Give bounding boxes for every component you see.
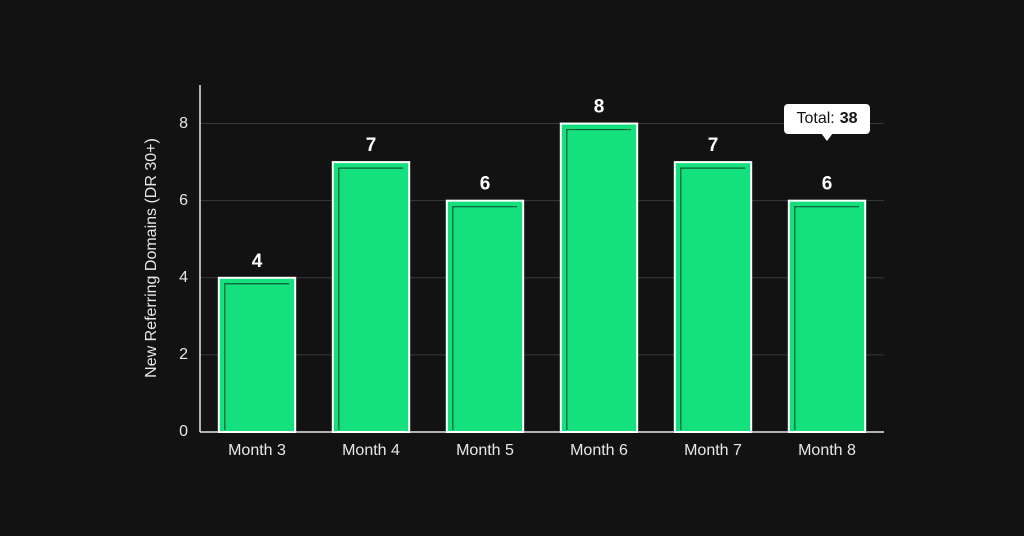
- bar-inner-edge: [224, 283, 290, 430]
- value-label: 8: [594, 97, 605, 118]
- bar-inner-edge: [566, 128, 632, 430]
- value-label: 6: [480, 174, 491, 195]
- bar: [559, 122, 639, 434]
- bar: [673, 161, 753, 433]
- bar: [787, 199, 867, 433]
- y-tick-label: 8: [179, 115, 188, 132]
- value-label: 4: [252, 251, 263, 272]
- bar: [445, 199, 525, 433]
- x-tick-label: Month 3: [228, 442, 286, 459]
- bar: [217, 276, 297, 433]
- bar-inner-edge: [338, 167, 404, 430]
- tooltip-text: Total: 38: [796, 110, 857, 127]
- y-tick-label: 4: [179, 269, 188, 286]
- x-tick-label: Month 4: [342, 442, 400, 459]
- y-axis-label: New Referring Domains (DR 30+): [143, 138, 160, 378]
- tooltip-value: 38: [840, 110, 858, 127]
- tooltip: Total: 38: [784, 104, 870, 141]
- x-tick-label: Month 8: [798, 442, 856, 459]
- y-tick-label: 2: [179, 346, 188, 363]
- tooltip-box: [784, 104, 870, 134]
- bar-inner-edge: [794, 206, 860, 430]
- bar-inner-edge: [452, 206, 518, 430]
- bar: [331, 161, 411, 433]
- tooltip-pointer: [821, 133, 833, 141]
- value-label: 7: [366, 135, 377, 156]
- value-label: 6: [822, 174, 833, 195]
- bar-inner-edge: [680, 167, 746, 430]
- x-tick-label: Month 5: [456, 442, 514, 459]
- x-tick-label: Month 7: [684, 442, 742, 459]
- y-tick-label: 6: [179, 192, 188, 209]
- tooltip-label: Total:: [796, 110, 834, 127]
- value-label: 7: [708, 135, 719, 156]
- y-tick-label: 0: [179, 423, 188, 440]
- x-tick-label: Month 6: [570, 442, 628, 459]
